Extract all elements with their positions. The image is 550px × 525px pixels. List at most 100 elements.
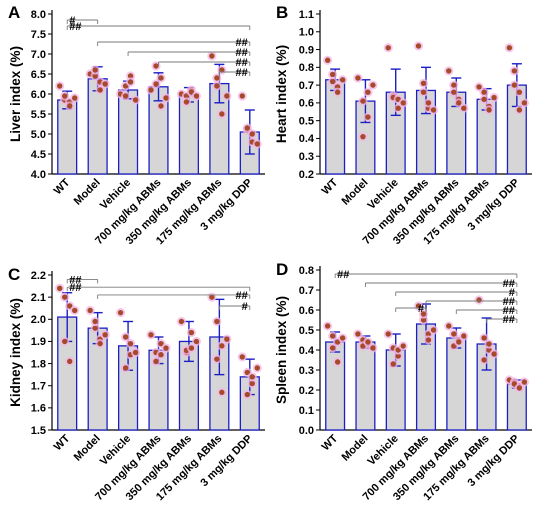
significance-label: ## xyxy=(69,282,81,294)
y-tick-label: 1.0 xyxy=(299,27,314,39)
data-point xyxy=(400,343,406,349)
data-point xyxy=(219,67,225,73)
y-tick-label: 2.2 xyxy=(31,270,46,282)
data-point xyxy=(148,87,154,93)
data-point xyxy=(451,82,457,88)
significance-label: ## xyxy=(503,305,515,317)
data-point xyxy=(97,87,103,93)
data-point xyxy=(219,343,225,349)
bar xyxy=(355,341,376,431)
data-point xyxy=(506,45,513,51)
data-point xyxy=(62,338,68,345)
x-category-label: WT xyxy=(320,432,341,453)
y-axis-label: Spleen index (%) xyxy=(274,296,289,404)
data-point xyxy=(481,357,487,363)
data-point xyxy=(244,391,250,398)
y-tick-label: 1.6 xyxy=(31,403,46,415)
data-point xyxy=(385,331,391,337)
data-point xyxy=(127,79,134,85)
data-point xyxy=(516,385,523,391)
data-point xyxy=(153,63,159,69)
data-point xyxy=(97,340,103,347)
data-point xyxy=(491,94,497,101)
data-point xyxy=(188,345,195,351)
y-tick-label: 1.8 xyxy=(31,358,46,370)
y-axis-label: Liver index (%) xyxy=(8,46,23,142)
y-tick-label: 7.0 xyxy=(31,49,46,61)
y-tick-label: 5.0 xyxy=(31,129,46,141)
significance-label: ## xyxy=(69,21,81,33)
data-point xyxy=(57,285,63,291)
data-point xyxy=(244,369,250,376)
data-point xyxy=(425,100,432,106)
y-tick-label: 0.1 xyxy=(299,405,314,417)
data-point xyxy=(370,82,376,88)
x-category-label: WT xyxy=(320,176,341,197)
y-tick-label: 0.5 xyxy=(299,115,314,127)
data-point xyxy=(178,318,185,325)
y-tick-label: 0.0 xyxy=(299,425,314,437)
data-point xyxy=(430,327,437,333)
data-point xyxy=(132,97,139,103)
y-tick-label: 0.3 xyxy=(299,151,314,163)
data-point xyxy=(219,111,225,117)
panel-letter: B xyxy=(276,3,288,22)
data-point xyxy=(62,294,68,300)
data-point xyxy=(395,353,401,359)
y-tick-label: 0.7 xyxy=(299,285,314,297)
panel-b: B Heart index (%) 0.2 0.3 0.4 0.5 0.6 0.7 0.8 0.9… xyxy=(274,3,532,247)
data-point xyxy=(395,105,401,111)
y-tick-label: 0.9 xyxy=(299,44,314,56)
data-point xyxy=(209,294,215,300)
data-point xyxy=(430,107,437,113)
x-category-label: WT xyxy=(52,176,73,197)
data-point xyxy=(329,78,336,85)
data-point xyxy=(481,335,487,341)
data-point xyxy=(122,93,129,99)
data-point xyxy=(224,93,230,99)
data-point xyxy=(329,71,336,78)
data-point xyxy=(461,333,467,339)
data-point xyxy=(425,337,432,343)
data-point xyxy=(249,380,255,387)
data-point xyxy=(334,359,341,365)
y-tick-label: 0.8 xyxy=(299,265,314,277)
data-point xyxy=(214,318,220,325)
data-point xyxy=(72,95,78,101)
significance-label: ## xyxy=(236,290,248,302)
panel-letter: A xyxy=(8,3,20,22)
data-point xyxy=(400,100,406,106)
y-tick-label: 0.4 xyxy=(299,133,315,145)
panel-letter: D xyxy=(276,260,288,279)
data-point xyxy=(420,89,427,95)
data-point xyxy=(117,309,124,316)
data-point xyxy=(521,100,528,106)
data-point xyxy=(456,339,462,345)
data-point xyxy=(102,332,108,338)
data-point xyxy=(451,331,457,337)
y-tick-label: 0.2 xyxy=(299,169,314,181)
data-point xyxy=(476,297,482,303)
y-tick-label: 1.5 xyxy=(31,425,46,437)
data-point xyxy=(122,365,129,371)
data-point xyxy=(324,323,331,329)
significance-label: # xyxy=(418,303,424,315)
significance-label: ## xyxy=(503,314,515,326)
significance-label: # xyxy=(69,15,75,27)
y-tick-label: 6.5 xyxy=(31,69,46,81)
data-point xyxy=(360,133,366,140)
y-tick-label: 4.0 xyxy=(31,169,46,181)
data-point xyxy=(188,329,195,336)
data-point xyxy=(355,331,361,337)
data-point xyxy=(446,323,452,329)
data-point xyxy=(420,80,427,87)
data-point xyxy=(163,95,169,101)
data-point xyxy=(365,114,371,120)
data-point xyxy=(329,333,336,339)
significance-label: ## xyxy=(503,296,515,308)
y-tick-label: 0.3 xyxy=(299,365,314,377)
data-point xyxy=(420,311,427,317)
y-tick-label: 1.9 xyxy=(31,336,46,348)
y-axis-label: Heart index (%) xyxy=(274,45,289,143)
